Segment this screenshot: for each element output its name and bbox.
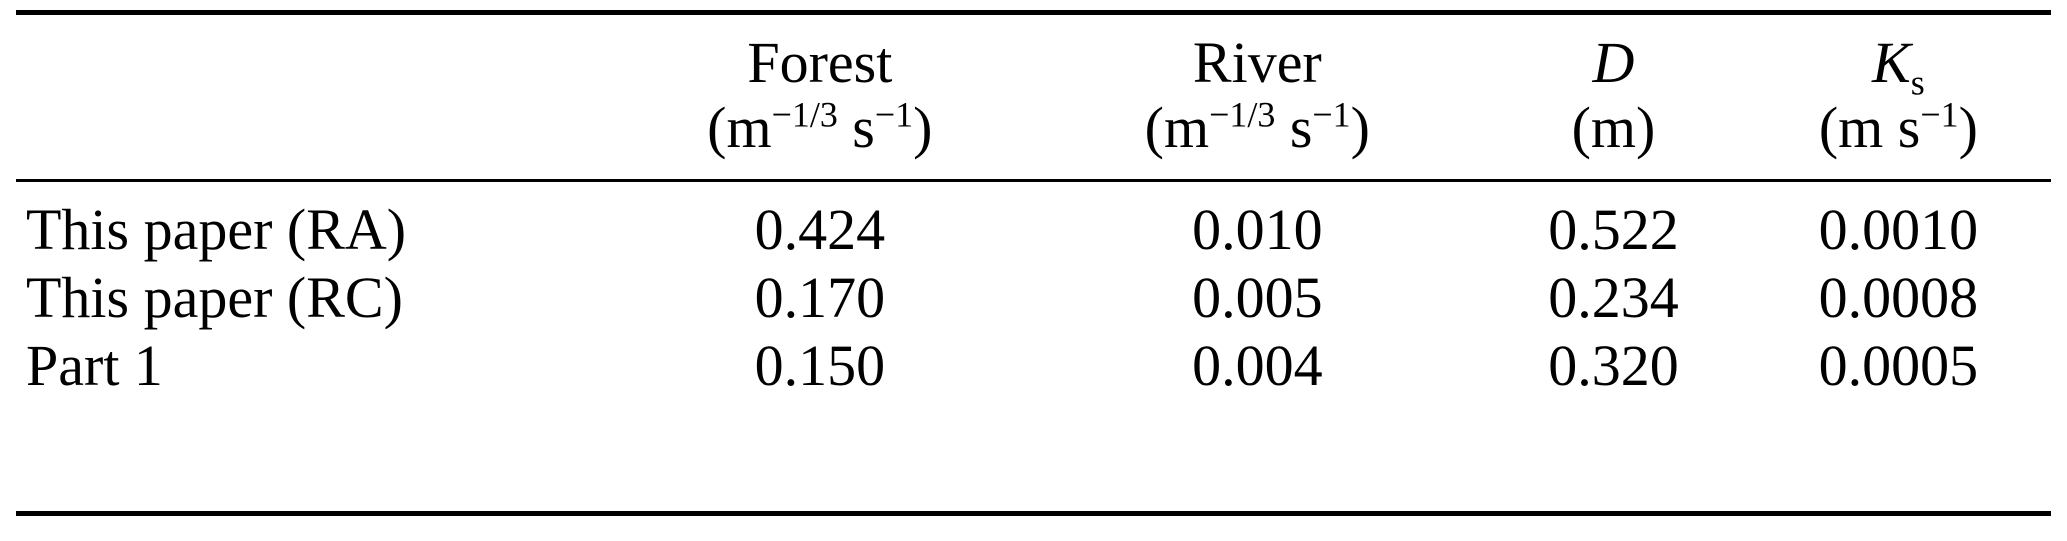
unit-exponent: −1 (874, 94, 914, 135)
header-cell-forest: Forest (m−1/3 s−1) (606, 13, 1033, 181)
unit-text: (m (1144, 94, 1210, 160)
table-row: This paper (RC) 0.170 0.005 0.234 0.0008 (16, 264, 2051, 332)
value-cell: 0.522 (1548, 196, 1679, 262)
value-cell: 0.170 (754, 264, 886, 330)
unit-text: s (1275, 94, 1313, 160)
value-cell: 0.320 (1548, 332, 1679, 398)
column-unit-forest: (m−1/3 s−1) (606, 94, 1033, 161)
column-unit-river: (m−1/3 s−1) (1033, 94, 1481, 161)
column-title-d: D (1592, 30, 1635, 95)
header-cell-river: River (m−1/3 s−1) (1033, 13, 1481, 181)
unit-text: ) (1350, 94, 1370, 160)
unit-text: s (837, 94, 875, 160)
value-cell: 0.234 (1548, 264, 1679, 330)
header-cell-empty (16, 13, 606, 181)
row-label: Part 1 (26, 332, 163, 398)
value-cell: 0.005 (1192, 264, 1323, 330)
value-cell: 0.004 (1192, 332, 1323, 398)
column-title-ks: Ks (1746, 30, 2051, 101)
symbol-k-subscript: s (1910, 62, 1925, 103)
header-cell-d: D (m) (1481, 13, 1746, 181)
table-row: This paper (RA) 0.424 0.010 0.522 0.0010 (16, 180, 2051, 263)
column-unit-d: (m) (1571, 94, 1656, 160)
row-label: This paper (RC) (26, 264, 403, 330)
unit-text: (m (707, 94, 772, 160)
unit-text: ) (913, 94, 933, 160)
table-row: Part 1 0.150 0.004 0.320 0.0005 (16, 332, 2051, 514)
column-title-river: River (1192, 30, 1322, 95)
unit-exponent: −1/3 (1209, 94, 1276, 135)
header-row: Forest (m−1/3 s−1) River (m−1/3 s−1) D (… (16, 13, 2051, 181)
value-cell: 0.424 (754, 196, 886, 262)
column-unit-ks: (m s−1) (1746, 94, 2051, 161)
unit-text: ) (1958, 94, 1978, 160)
unit-exponent: −1 (1920, 94, 1959, 135)
value-cell: 0.0008 (1818, 264, 1979, 330)
value-cell: 0.0005 (1818, 332, 1979, 398)
row-label: This paper (RA) (26, 196, 407, 262)
unit-exponent: −1/3 (771, 94, 838, 135)
value-cell: 0.0010 (1818, 196, 1979, 262)
symbol-k: K (1872, 30, 1911, 95)
parameters-table: Forest (m−1/3 s−1) River (m−1/3 s−1) D (… (16, 10, 2051, 517)
value-cell: 0.010 (1192, 196, 1323, 262)
unit-text: (m s (1818, 94, 1921, 160)
unit-exponent: −1 (1312, 94, 1351, 135)
column-title-forest: Forest (747, 30, 893, 95)
header-cell-ks: Ks (m s−1) (1746, 13, 2051, 181)
value-cell: 0.150 (754, 332, 886, 398)
